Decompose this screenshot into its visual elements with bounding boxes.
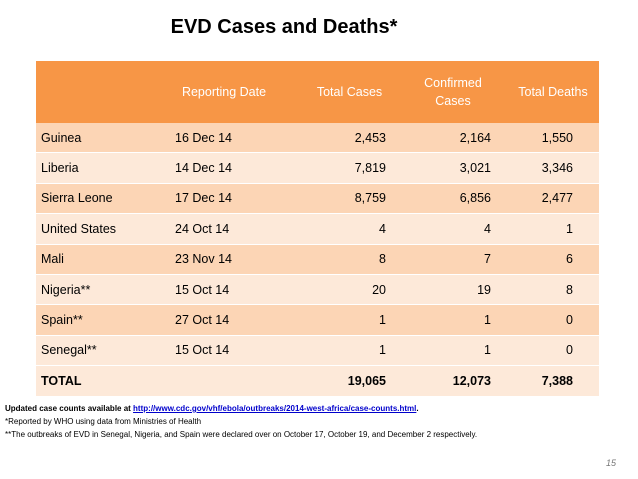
total-cases-sum: 19,065: [300, 365, 399, 397]
cell-total-deaths: 0: [507, 304, 599, 336]
table-row: Mali 23 Nov 14 8 7 6: [36, 244, 599, 275]
table-row: United States 24 Oct 14 4 4 1: [36, 213, 599, 245]
cell-total-cases: 2,453: [300, 123, 399, 154]
cell-total-deaths: 8: [507, 274, 599, 306]
total-deaths-sum: 7,388: [507, 365, 599, 397]
footnotes: Updated case counts available at http://…: [5, 402, 477, 441]
cell-reporting-date: 17 Dec 14: [148, 183, 300, 215]
table-header-row: Reporting Date Total Cases Confirmed Cas…: [36, 61, 599, 123]
footnote-outbreaks-over: **The outbreaks of EVD in Senegal, Niger…: [5, 430, 478, 439]
cell-country: Senegal**: [36, 335, 148, 367]
cell-total-cases: 8: [300, 244, 399, 275]
cell-total-cases: 1: [300, 335, 399, 367]
page-number: 15: [605, 458, 616, 468]
table-row: Spain** 27 Oct 14 1 1 0: [36, 304, 599, 336]
cell-total-cases: 7,819: [300, 152, 399, 184]
total-label: TOTAL: [36, 365, 148, 397]
header-confirmed-cases: Confirmed Cases: [399, 61, 507, 123]
cell-reporting-date: 24 Oct 14: [148, 213, 300, 245]
cell-reporting-date: 15 Oct 14: [148, 274, 300, 306]
cell-confirmed-cases: 6,856: [399, 183, 507, 215]
table-row: Nigeria** 15 Oct 14 20 19 8: [36, 274, 599, 306]
cell-country: Guinea: [36, 123, 148, 154]
cell-reporting-date: 15 Oct 14: [148, 335, 300, 367]
cell-confirmed-cases: 19: [399, 274, 507, 306]
cell-reporting-date: 27 Oct 14: [148, 304, 300, 336]
table-row: Guinea 16 Dec 14 2,453 2,164 1,550: [36, 123, 599, 154]
cell-reporting-date: 14 Dec 14: [148, 152, 300, 184]
cell-total-deaths: 3,346: [507, 152, 599, 184]
cell-reporting-date: 23 Nov 14: [148, 244, 300, 275]
cell-total-cases: 8,759: [300, 183, 399, 215]
cell-total-deaths: 1: [507, 213, 599, 245]
cell-total-deaths: 2,477: [507, 183, 599, 215]
table-total-row: TOTAL 19,065 12,073 7,388: [36, 365, 599, 397]
cell-country: Mali: [36, 244, 148, 275]
cell-total-cases: 4: [300, 213, 399, 245]
cell-country: Spain**: [36, 304, 148, 336]
cell-country: Liberia: [36, 152, 148, 184]
total-date: [148, 365, 300, 397]
table-row: Senegal** 15 Oct 14 1 1 0: [36, 335, 599, 367]
cell-reporting-date: 16 Dec 14: [148, 123, 300, 154]
footnote-source-suffix: .: [416, 404, 419, 413]
cell-total-deaths: 6: [507, 244, 599, 275]
cell-total-deaths: 0: [507, 335, 599, 367]
cell-confirmed-cases: 2,164: [399, 123, 507, 154]
header-country: [36, 61, 148, 123]
cell-country: Nigeria**: [36, 274, 148, 306]
cell-country: Sierra Leone: [36, 183, 148, 215]
total-confirmed-sum: 12,073: [399, 365, 507, 397]
footnote-source: Updated case counts available at http://…: [5, 402, 477, 415]
evd-cases-table: Reporting Date Total Cases Confirmed Cas…: [36, 61, 599, 397]
cell-total-cases: 1: [300, 304, 399, 336]
table-row: Liberia 14 Dec 14 7,819 3,021 3,346: [36, 152, 599, 184]
header-total-cases: Total Cases: [300, 61, 399, 123]
cell-confirmed-cases: 4: [399, 213, 507, 245]
cell-total-deaths: 1,550: [507, 123, 599, 154]
cell-confirmed-cases: 1: [399, 335, 507, 367]
cdc-case-counts-link[interactable]: http://www.cdc.gov/vhf/ebola/outbreaks/2…: [133, 404, 417, 413]
cell-total-cases: 20: [300, 274, 399, 306]
cell-confirmed-cases: 3,021: [399, 152, 507, 184]
cell-confirmed-cases: 1: [399, 304, 507, 336]
header-reporting-date: Reporting Date: [148, 61, 300, 123]
footnote-who: *Reported by WHO using data from Ministr…: [5, 417, 202, 426]
cell-confirmed-cases: 7: [399, 244, 507, 275]
footnote-source-prefix: Updated case counts available at: [5, 404, 134, 413]
slide-title: EVD Cases and Deaths*: [170, 16, 398, 38]
header-total-deaths: Total Deaths: [507, 61, 599, 123]
cell-country: United States: [36, 213, 148, 245]
table-row: Sierra Leone 17 Dec 14 8,759 6,856 2,477: [36, 183, 599, 215]
